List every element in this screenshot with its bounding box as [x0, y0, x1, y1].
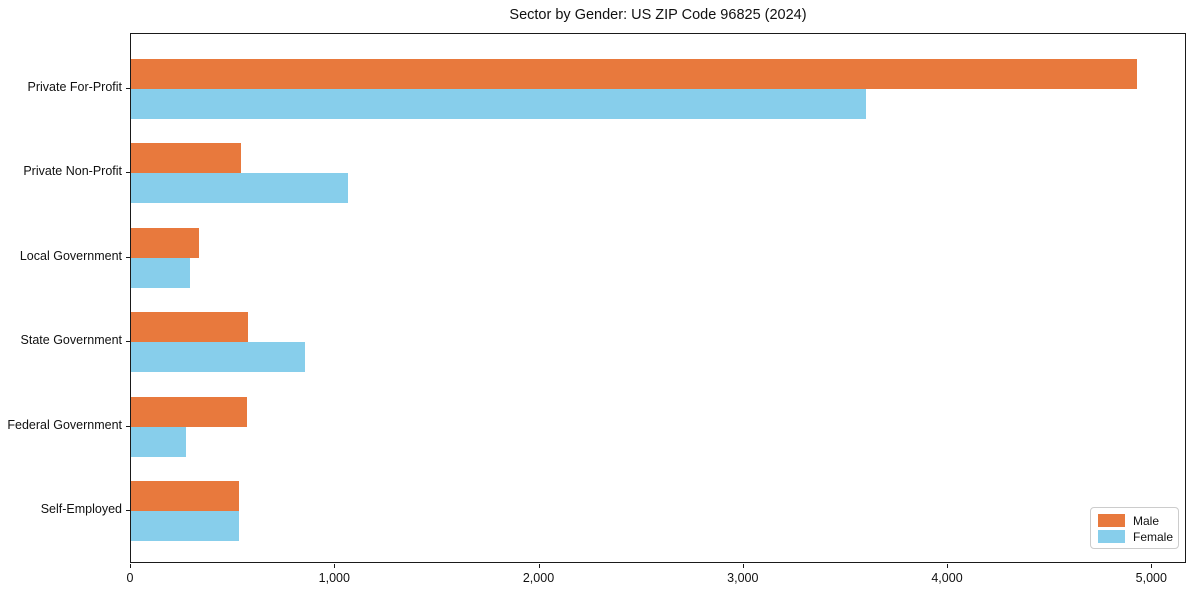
x-tick-label-3-000: 3,000 — [727, 571, 759, 585]
chart-title: Sector by Gender: US ZIP Code 96825 (202… — [509, 7, 807, 23]
x-tick-mark — [947, 564, 948, 568]
bar-male-local-government — [131, 227, 200, 258]
bar-male-state-government — [131, 312, 249, 343]
y-tick-mark — [126, 88, 130, 89]
bar-male-private-non-profit — [131, 143, 242, 174]
category-label-self-employed: Self-Employed — [40, 502, 122, 516]
category-label-private-for-profit: Private For-Profit — [27, 80, 122, 94]
category-label-private-non-profit: Private Non-Profit — [23, 164, 122, 179]
x-tick-mark — [130, 564, 131, 568]
bar-female-private-for-profit — [131, 89, 867, 119]
bar-female-private-non-profit — [131, 173, 348, 204]
x-tick-label-5-000: 5,000 — [1135, 571, 1167, 585]
y-tick-mark — [126, 256, 130, 258]
male-swatch-icon — [1098, 514, 1125, 527]
bar-male-federal-government — [131, 396, 248, 427]
bar-female-self-employed — [131, 511, 240, 541]
bar-male-private-for-profit — [131, 59, 1137, 89]
x-tick-mark — [334, 564, 336, 568]
bar-female-state-government — [131, 342, 305, 373]
category-label-local-government: Local Government — [19, 248, 122, 263]
x-tick-label-0: 0 — [126, 571, 134, 585]
legend-entry-female: Female — [1098, 529, 1174, 544]
legend-label-female: Female — [1133, 529, 1174, 544]
x-tick-label-2-000: 2,000 — [522, 571, 555, 585]
x-tick-mark — [742, 564, 744, 568]
x-tick-label-1-000: 1,000 — [318, 571, 350, 585]
category-label-federal-government: Federal Government — [7, 417, 122, 432]
bar-male-self-employed — [131, 481, 240, 511]
plot-area — [130, 33, 1186, 563]
legend-entry-male: Male — [1098, 513, 1171, 528]
x-tick-mark — [1151, 564, 1153, 568]
female-swatch-icon — [1098, 530, 1125, 543]
legend-label-male: Male — [1133, 513, 1160, 528]
x-tick-mark — [538, 564, 540, 568]
y-tick-mark — [126, 425, 130, 427]
bar-female-federal-government — [131, 426, 187, 457]
legend: Male Female — [1090, 507, 1179, 549]
x-tick-label-4-000: 4,000 — [931, 571, 963, 585]
y-tick-mark — [126, 341, 130, 343]
bar-female-local-government — [131, 257, 191, 288]
y-tick-mark — [126, 172, 130, 174]
y-tick-mark — [126, 510, 130, 511]
category-label-state-government: State Government — [20, 333, 122, 348]
bars-layer — [131, 34, 1185, 562]
